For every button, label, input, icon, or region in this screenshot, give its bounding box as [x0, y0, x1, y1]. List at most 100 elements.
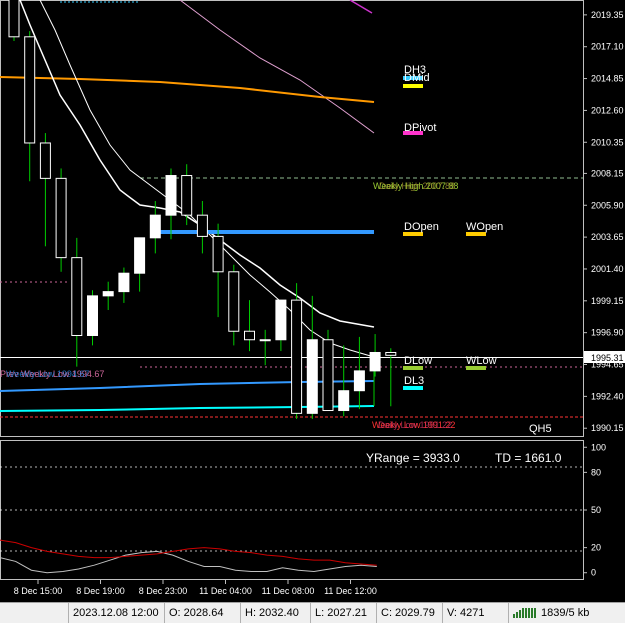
- fast-ma: [19, 0, 375, 328]
- connection-bars-icon: [513, 608, 537, 618]
- time-tick-label: 11 Dec 12:00: [324, 586, 377, 596]
- candle-up: [118, 272, 130, 293]
- time-tick-label: 11 Dec 08:00: [262, 586, 315, 596]
- wopen-label: WOpen: [466, 221, 503, 233]
- candle-down: [385, 351, 397, 356]
- candle-down: [71, 257, 83, 336]
- current-price-value: 1995.31: [591, 353, 624, 363]
- dopen-marker: [403, 232, 423, 236]
- candle-down: [228, 271, 240, 332]
- candle-up: [134, 237, 146, 274]
- dh3-label: DH3: [404, 64, 426, 76]
- price-tick-label: 1999.15: [591, 296, 624, 306]
- daily-low-bottom-label: Daily Low 1991.22: [378, 420, 452, 430]
- indicator-main-line: [0, 550, 377, 574]
- price-axis: 2019.35 2017.10 2014.85 2012.60 2010.35 2008.…: [583, 10, 624, 433]
- candle-up: [353, 370, 365, 392]
- candle-up: [165, 175, 177, 216]
- indicator-tick-label: 80: [591, 467, 601, 477]
- candle-up: [275, 299, 287, 341]
- candle-down: [244, 330, 255, 341]
- price-tick-label: 2010.35: [591, 137, 624, 147]
- candle-up: [149, 214, 161, 239]
- dpivot-label: DPivot: [404, 122, 436, 134]
- candle-down: [55, 177, 67, 259]
- dmid-marker: [403, 84, 423, 88]
- prev-weekly-low-label: Prev Weekly Low 1994.67: [0, 369, 104, 379]
- indicator-lines: [0, 539, 377, 574]
- candle-down: [291, 299, 303, 414]
- price-tick-label: 2008.15: [591, 168, 624, 178]
- candle-up: [259, 339, 271, 342]
- wopen-marker: [466, 232, 486, 236]
- dlow-label: DLow: [404, 355, 432, 367]
- candle-up: [102, 291, 114, 297]
- candle-down: [322, 339, 334, 412]
- status-datetime: 2023.12.08 12:00: [68, 603, 164, 623]
- dpivot-marker: [403, 131, 423, 135]
- candle-down: [181, 175, 193, 216]
- dlow-marker: [403, 366, 423, 370]
- price-tick-label: 2005.90: [591, 200, 624, 210]
- weekly-low-bottom-label: Weekly Low 1991.22: [372, 420, 455, 430]
- price-tick-label: 1996.90: [591, 328, 624, 338]
- qh5-label: QH5: [529, 423, 552, 435]
- current-price-badge: [584, 351, 625, 363]
- wlow-label: WLow: [466, 355, 497, 367]
- indicator-signal-line: [0, 539, 377, 566]
- time-tick-label: 8 Dec 23:00: [139, 586, 188, 596]
- magenta-ma: [349, 0, 373, 14]
- time-tick-label: 8 Dec 19:00: [76, 586, 125, 596]
- indicator-tick-label: 50: [591, 505, 601, 515]
- pink-ma: [179, 0, 375, 134]
- candles: [8, 0, 397, 420]
- price-tick-label: 2012.60: [591, 105, 624, 115]
- status-low: L: 2027.21: [310, 603, 376, 623]
- yrange-text: YRange = 3933.0: [366, 451, 460, 465]
- candle-up: [87, 295, 98, 336]
- dopen-label: DOpen: [404, 221, 439, 233]
- status-volume: V: 4271: [442, 603, 508, 623]
- dh3-marker: [403, 76, 423, 80]
- candle-down: [196, 214, 208, 237]
- status-close: C: 2029.79: [376, 603, 442, 623]
- status-open: O: 2028.64: [164, 603, 240, 623]
- status-bar: 2023.12.08 12:00 O: 2028.64 H: 2032.40 L…: [0, 602, 625, 623]
- candle-down: [212, 235, 224, 273]
- candle-down: [8, 0, 20, 38]
- status-high: H: 2032.40: [240, 603, 310, 623]
- status-connection[interactable]: 1839/5 kb: [508, 603, 625, 623]
- price-tick-label: 2019.35: [591, 10, 624, 20]
- price-tick-label: 1990.15: [591, 423, 624, 433]
- dl3-marker: [403, 386, 423, 390]
- daily-high-label: Daily High 2007.88: [379, 181, 455, 191]
- indicator-tick-label: 20: [591, 543, 601, 553]
- candle-down: [24, 36, 36, 144]
- weekly-low-left-label: Weekly Low 1994.67: [6, 369, 89, 379]
- wlow-marker: [466, 366, 486, 370]
- price-tick-label: 1992.40: [591, 391, 624, 401]
- traffic-text: 1839/5 kb: [541, 607, 590, 619]
- price-tick-label: 2001.40: [591, 264, 624, 274]
- candle-up: [338, 390, 350, 412]
- orange-ma: [0, 76, 375, 103]
- candle-up: [369, 351, 381, 372]
- price-tick-label: 1994.65: [591, 360, 624, 370]
- time-axis: 8 Dec 15:00 8 Dec 19:00 8 Dec 23:00 11 Dec …: [14, 579, 377, 596]
- candle-up: [306, 339, 318, 414]
- price-tick-label: 2014.85: [591, 74, 624, 84]
- price-pane: [0, 0, 584, 437]
- td-text: TD = 1661.0: [495, 451, 562, 465]
- indicator-tick-label: 100: [591, 442, 606, 452]
- indicator-tick-label: 0: [591, 568, 596, 578]
- indicator-axis: 100 80 50 20 0: [583, 442, 606, 578]
- price-tick-label: 2017.10: [591, 42, 624, 52]
- time-tick-label: 11 Dec 04:00: [199, 586, 252, 596]
- dl3-label: DL3: [404, 375, 424, 387]
- price-tick-label: 2003.65: [591, 232, 624, 242]
- candle-down: [39, 142, 51, 179]
- dmid-label: DMid: [404, 72, 430, 84]
- price-chart[interactable]: DH3 DMid DPivot DOpen WOpen DLow WLow DL…: [0, 0, 625, 602]
- time-tick-label: 8 Dec 15:00: [14, 586, 63, 596]
- weekly-high-label: Weekly High 2007.88: [373, 181, 458, 191]
